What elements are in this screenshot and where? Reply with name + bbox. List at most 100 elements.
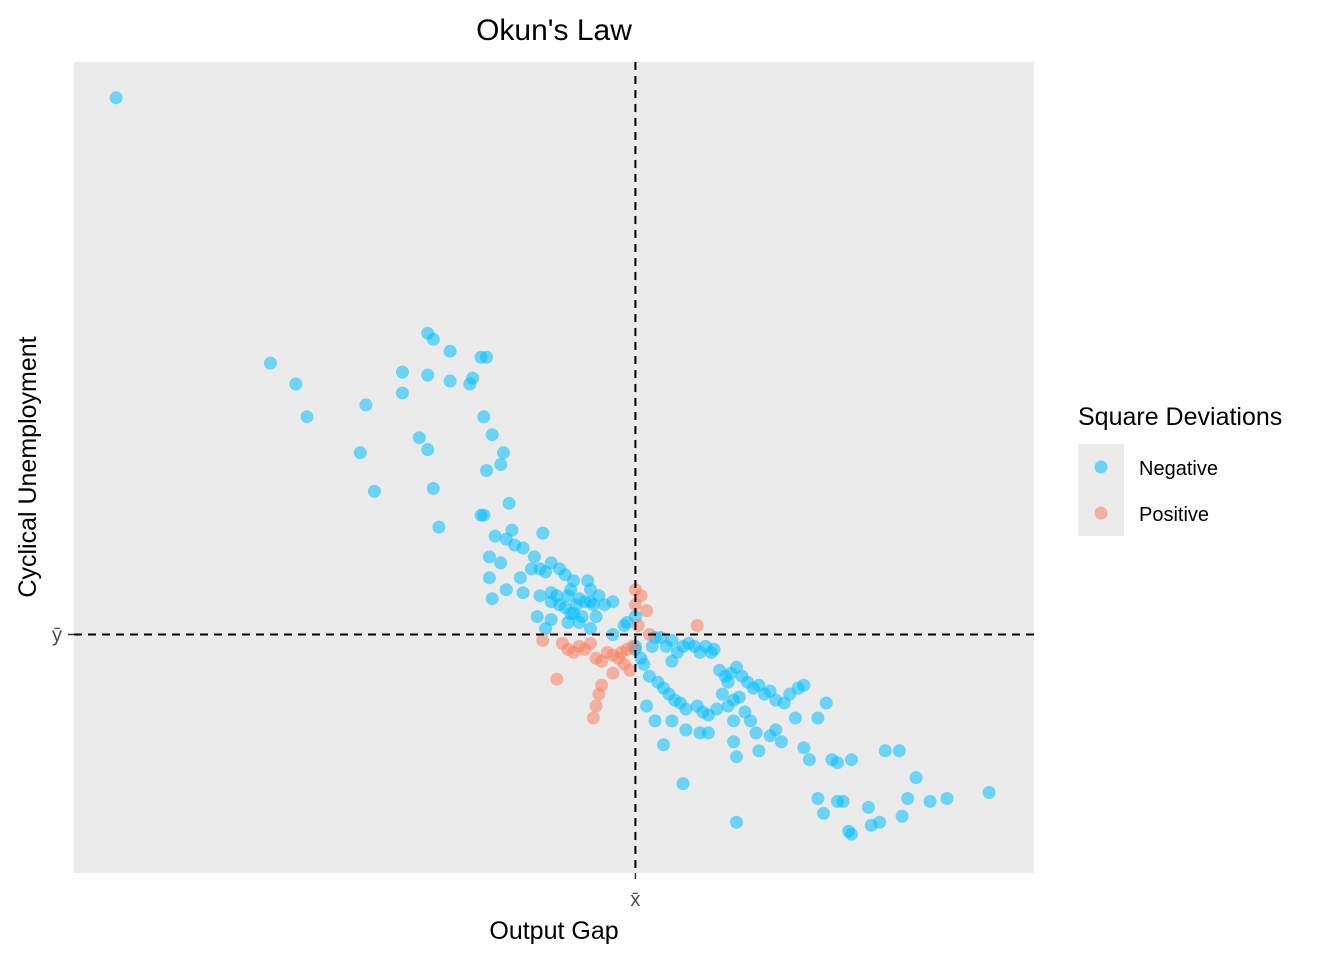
point-negative-123 bbox=[679, 702, 693, 716]
point-negative-147 bbox=[769, 723, 783, 737]
point-negative-158 bbox=[817, 806, 830, 820]
point-negative-127 bbox=[710, 702, 724, 716]
point-negative-99 bbox=[707, 642, 721, 656]
point-negative-3 bbox=[300, 410, 314, 424]
x-mean-tick-label: x̄ bbox=[630, 889, 640, 911]
point-negative-5 bbox=[353, 446, 367, 460]
point-negative-18 bbox=[412, 431, 426, 445]
point-positive-6 bbox=[584, 636, 597, 650]
point-negative-136 bbox=[679, 723, 693, 737]
point-negative-163 bbox=[861, 800, 875, 814]
point-negative-53 bbox=[513, 571, 527, 585]
point-negative-133 bbox=[744, 714, 757, 728]
point-positive-0 bbox=[536, 633, 550, 647]
point-negative-4 bbox=[359, 398, 373, 412]
point-positive-21 bbox=[586, 711, 600, 725]
point-negative-142 bbox=[727, 735, 741, 749]
point-negative-175 bbox=[730, 815, 743, 829]
point-negative-131 bbox=[732, 690, 746, 704]
point-positive-25 bbox=[640, 604, 654, 618]
point-negative-25 bbox=[494, 458, 508, 471]
point-negative-11 bbox=[421, 368, 435, 382]
point-negative-12 bbox=[443, 344, 457, 358]
point-negative-27 bbox=[502, 496, 516, 510]
legend-label-positive: Positive bbox=[1139, 504, 1209, 526]
point-negative-0 bbox=[109, 91, 123, 105]
point-negative-30 bbox=[488, 529, 502, 543]
point-negative-52 bbox=[525, 562, 538, 576]
point-negative-144 bbox=[749, 726, 763, 740]
point-negative-54 bbox=[499, 583, 513, 597]
point-negative-75 bbox=[530, 610, 544, 624]
legend-key-positive bbox=[1094, 506, 1108, 520]
legend-label-negative: Negative bbox=[1139, 458, 1218, 480]
point-negative-152 bbox=[811, 711, 825, 725]
point-negative-72 bbox=[584, 622, 597, 635]
point-positive-26 bbox=[628, 598, 642, 612]
point-negative-172 bbox=[940, 792, 954, 805]
point-negative-153 bbox=[819, 696, 833, 710]
point-negative-78 bbox=[572, 616, 586, 629]
point-negative-20 bbox=[426, 481, 440, 495]
point-negative-36 bbox=[516, 541, 530, 555]
point-negative-170 bbox=[909, 771, 923, 785]
point-positive-17 bbox=[606, 666, 620, 680]
point-negative-140 bbox=[701, 726, 715, 740]
point-negative-90 bbox=[665, 633, 679, 647]
point-negative-2 bbox=[289, 377, 303, 391]
point-negative-141 bbox=[657, 738, 670, 752]
point-negative-7 bbox=[395, 365, 409, 379]
point-negative-61 bbox=[561, 589, 575, 603]
point-negative-138 bbox=[648, 714, 662, 728]
point-negative-66 bbox=[606, 595, 620, 609]
point-negative-38 bbox=[536, 526, 550, 540]
x-axis-title: Output Gap bbox=[489, 917, 618, 945]
point-negative-71 bbox=[589, 610, 603, 624]
point-negative-33 bbox=[482, 550, 496, 564]
point-negative-13 bbox=[443, 374, 457, 388]
point-negative-8 bbox=[395, 386, 409, 400]
plot-panel bbox=[74, 62, 1034, 873]
point-negative-174 bbox=[676, 777, 690, 791]
point-positive-27 bbox=[631, 619, 645, 632]
point-negative-160 bbox=[836, 794, 850, 808]
point-negative-155 bbox=[831, 756, 844, 770]
point-negative-173 bbox=[982, 786, 996, 799]
point-negative-55 bbox=[482, 571, 496, 585]
chart-title: Okun's Law bbox=[476, 14, 632, 47]
point-negative-168 bbox=[895, 809, 909, 823]
point-negative-150 bbox=[797, 741, 811, 755]
point-negative-157 bbox=[811, 792, 825, 805]
point-negative-171 bbox=[923, 794, 937, 808]
point-negative-92 bbox=[665, 654, 679, 668]
legend-title: Square Deviations bbox=[1078, 403, 1282, 431]
y-mean-tick-label: ȳ bbox=[52, 624, 62, 646]
point-positive-20 bbox=[589, 699, 603, 713]
point-negative-10 bbox=[426, 332, 440, 346]
point-negative-167 bbox=[892, 744, 906, 758]
point-negative-169 bbox=[901, 792, 915, 805]
point-negative-58 bbox=[533, 589, 547, 603]
point-negative-128 bbox=[715, 687, 729, 701]
point-negative-1 bbox=[264, 356, 277, 370]
point-negative-68 bbox=[553, 598, 567, 612]
point-positive-29 bbox=[690, 619, 704, 632]
point-positive-22 bbox=[550, 672, 564, 686]
point-negative-134 bbox=[727, 714, 741, 728]
point-negative-37 bbox=[527, 550, 541, 564]
point-negative-57 bbox=[516, 586, 530, 600]
point-negative-23 bbox=[485, 428, 499, 442]
point-negative-162 bbox=[845, 827, 858, 841]
point-negative-17 bbox=[480, 350, 494, 364]
point-negative-145 bbox=[752, 744, 766, 758]
point-negative-139 bbox=[640, 699, 654, 713]
point-positive-19 bbox=[592, 687, 606, 701]
point-negative-22 bbox=[477, 410, 491, 424]
point-negative-115 bbox=[797, 678, 811, 692]
point-negative-156 bbox=[845, 753, 858, 767]
point-negative-6 bbox=[367, 484, 381, 498]
point-negative-151 bbox=[802, 753, 816, 767]
point-negative-15 bbox=[466, 371, 480, 385]
point-negative-64 bbox=[586, 598, 600, 612]
